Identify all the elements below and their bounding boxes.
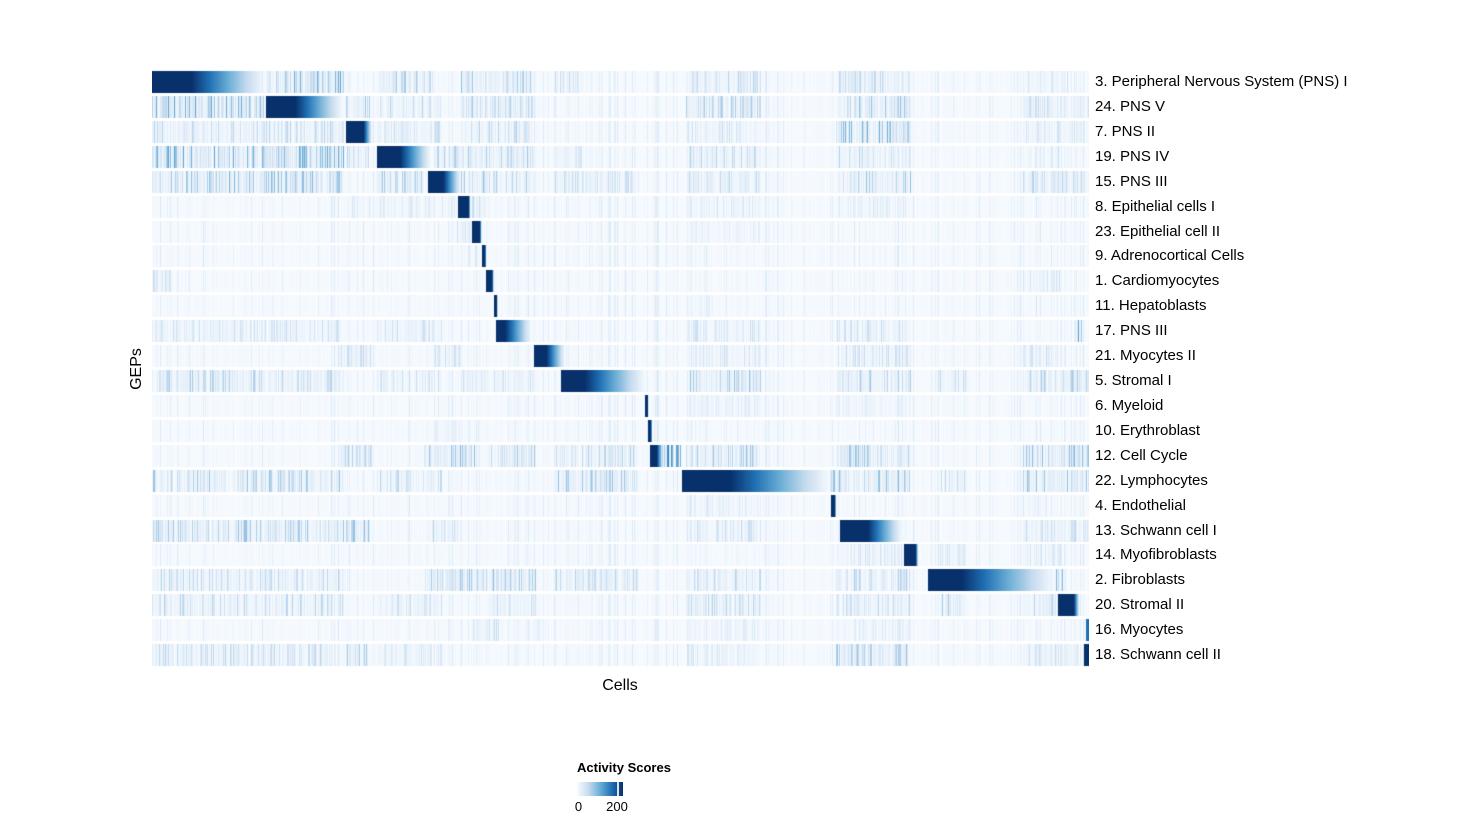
x-axis-label: Cells — [602, 677, 638, 694]
row-label: 2. Fibroblasts — [1095, 571, 1186, 589]
legend-colorbar — [577, 782, 623, 796]
row-label: 6. Myeloid — [1095, 396, 1164, 414]
legend-min-label: 0 — [574, 799, 583, 814]
row-label: 1. Cardiomyocytes — [1095, 272, 1220, 290]
row-label: 18. Schwann cell II — [1095, 646, 1221, 664]
row-labels: 3. Peripheral Nervous System (PNS) I 24. … — [1095, 70, 1457, 668]
row-label: 8. Epithelial cells I — [1095, 197, 1216, 215]
row-label: 11. Hepatoblasts — [1095, 297, 1207, 315]
row-label: 10. Erythroblast — [1095, 421, 1201, 439]
row-label: 3. Peripheral Nervous System (PNS) I — [1095, 73, 1348, 90]
row-label: 23. Epithelial cell II — [1095, 222, 1221, 240]
row-label: 7. PNS II — [1095, 122, 1156, 140]
row-label: 17. PNS III — [1095, 322, 1168, 340]
row-label: 14. Myofibroblasts — [1095, 546, 1217, 564]
row-label: 21. Myocytes II — [1095, 347, 1196, 365]
row-label: 20. Stromal II — [1095, 596, 1185, 614]
row-label: 4. Endothelial — [1095, 496, 1186, 514]
heatmap-canvas — [152, 70, 1089, 668]
row-label: 12. Cell Cycle — [1095, 446, 1188, 464]
legend-labels: 0 200 — [574, 799, 628, 814]
legend-tick-mark — [617, 782, 619, 796]
row-label: 22. Lymphocytes — [1095, 471, 1208, 489]
row-label: 5. Stromal I — [1095, 372, 1172, 389]
legend: Activity Scores 0 200 — [574, 760, 717, 814]
row-label: 19. PNS IV — [1095, 147, 1170, 165]
row-label: 15. PNS III — [1095, 172, 1168, 190]
legend-title: Activity Scores — [577, 760, 671, 775]
row-label: 9. Adrenocortical Cells — [1095, 247, 1245, 265]
y-axis-label: GEPs — [128, 348, 145, 390]
legend-max-label: 200 — [606, 799, 628, 814]
row-label: 16. Myocytes — [1095, 621, 1184, 639]
row-label: 13. Schwann cell I — [1095, 521, 1217, 539]
row-label: 24. PNS V — [1095, 97, 1166, 115]
